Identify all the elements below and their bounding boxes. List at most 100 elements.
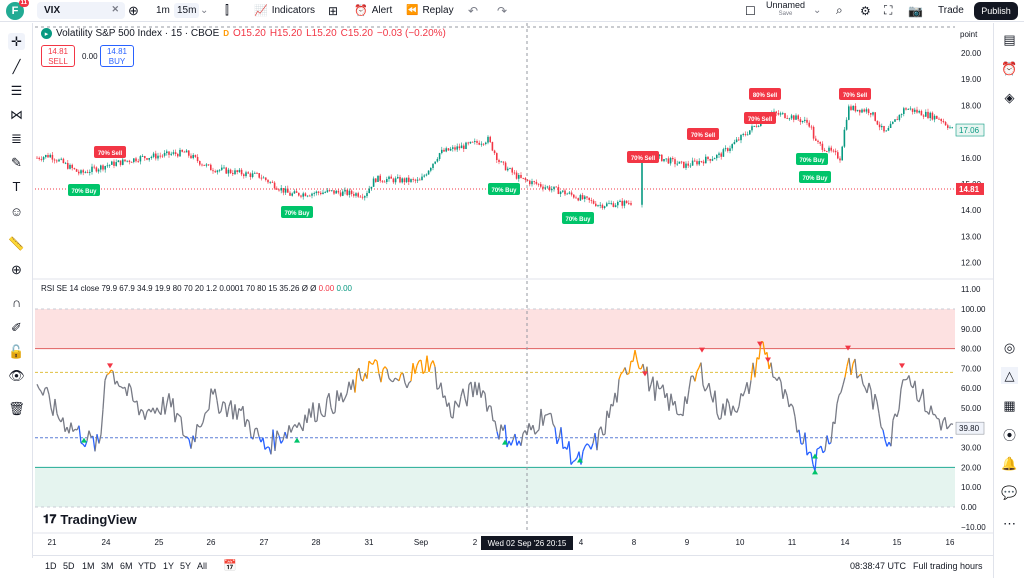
lock-icon[interactable]: 🔓 bbox=[8, 343, 25, 359]
candle-body bbox=[557, 187, 560, 195]
chevron-down-icon[interactable]: ⌄ bbox=[813, 5, 822, 16]
utc-clock[interactable]: 08:38:47 UTC bbox=[850, 561, 907, 571]
calendar-icon[interactable]: ▦ bbox=[1003, 397, 1016, 413]
rsi-segment bbox=[446, 402, 450, 407]
rsi-segment bbox=[814, 449, 818, 472]
text-icon[interactable]: T bbox=[12, 179, 21, 194]
redo-icon[interactable]: ↷ bbox=[497, 3, 508, 18]
session-selector[interactable]: Full trading hours bbox=[913, 561, 983, 571]
horizontal-lines-icon[interactable]: ☰ bbox=[10, 82, 23, 98]
brush-icon[interactable]: ✎ bbox=[11, 154, 22, 170]
range-ytd[interactable]: YTD bbox=[138, 561, 156, 571]
camera-icon[interactable]: 📷 bbox=[908, 3, 923, 18]
candle-body bbox=[863, 109, 865, 112]
candle-body bbox=[562, 190, 564, 192]
lock-drawing-icon[interactable]: ✐ bbox=[11, 319, 22, 335]
range-1m[interactable]: 1M bbox=[82, 561, 95, 571]
chat-icon[interactable]: 💬 bbox=[1001, 484, 1018, 500]
candle-body bbox=[273, 182, 276, 189]
range-5y[interactable]: 5Y bbox=[180, 561, 192, 571]
trash-icon[interactable]: 🗑 bbox=[8, 400, 25, 416]
fib-icon[interactable]: ≣ bbox=[11, 130, 22, 146]
compare-plus-icon[interactable]: ⊕ bbox=[128, 2, 139, 18]
alerts-clock-icon[interactable]: ⏰ bbox=[1001, 60, 1018, 76]
candle-body bbox=[331, 190, 333, 192]
trade-button[interactable]: Trade bbox=[938, 5, 964, 16]
sell-signal-text: 70% Sell bbox=[631, 156, 656, 162]
candle-body bbox=[608, 203, 610, 205]
candle-body bbox=[511, 168, 513, 173]
indicators-button[interactable]: 📈 Indicators bbox=[254, 0, 315, 21]
undo-icon[interactable]: ↶ bbox=[468, 3, 479, 18]
close-icon[interactable]: ✕ bbox=[111, 4, 119, 14]
range-6m[interactable]: 6M bbox=[120, 561, 133, 571]
range-5d[interactable]: 5D bbox=[63, 561, 75, 571]
rsi-segment bbox=[480, 390, 484, 398]
rsi-segment bbox=[896, 409, 900, 417]
user-avatar[interactable]: F 11 bbox=[6, 0, 29, 20]
rsi-tick-label: −10.00 bbox=[961, 523, 986, 532]
quick-search-icon[interactable]: ⌕ bbox=[836, 3, 843, 17]
rsi-segment bbox=[852, 358, 856, 364]
timeframe-15m[interactable]: 15m bbox=[174, 0, 200, 21]
candle-body bbox=[458, 146, 461, 149]
fullscreen-icon[interactable]: ⛶ bbox=[884, 3, 893, 17]
compass-icon[interactable]: ◎ bbox=[1003, 339, 1016, 355]
rsi-segment bbox=[578, 451, 582, 465]
broadcast-icon[interactable]: ⦿ bbox=[1002, 428, 1016, 443]
time-tick-label: 8 bbox=[632, 538, 637, 547]
buy-button[interactable]: 14.81 BUY bbox=[100, 45, 134, 67]
layers-icon[interactable]: ◈ bbox=[1004, 89, 1015, 105]
time-tick-label: 31 bbox=[365, 538, 374, 547]
candle-body bbox=[62, 158, 65, 164]
sell-signal-label: 70% Sell bbox=[627, 151, 659, 163]
triangle-icon[interactable]: △ bbox=[1001, 367, 1018, 384]
watchlist-icon[interactable]: ▤ bbox=[1003, 31, 1016, 47]
symbol-search[interactable]: VIX ✕ bbox=[37, 2, 125, 19]
rsi-sell-marker bbox=[845, 345, 851, 351]
time-tick-label: Sep bbox=[414, 538, 429, 547]
eye-icon[interactable]: 👁 bbox=[8, 367, 25, 383]
candle-body bbox=[720, 153, 722, 157]
more-icon[interactable]: ⋯ bbox=[1003, 515, 1016, 531]
rsi-segment bbox=[550, 413, 554, 425]
emoji-icon[interactable]: ☺ bbox=[9, 204, 24, 219]
layout-grid-icon[interactable]: ⊞ bbox=[328, 3, 339, 18]
range-all[interactable]: All bbox=[197, 561, 208, 571]
candle-body bbox=[951, 127, 953, 129]
magnet-icon[interactable]: ∩ bbox=[11, 295, 22, 310]
candle-type-icon[interactable]: ⫿ bbox=[225, 3, 229, 17]
ruler-icon[interactable]: 📏 bbox=[8, 235, 25, 251]
timeframe-1m[interactable]: 1m bbox=[156, 5, 170, 16]
replay-button[interactable]: ⏪ Replay bbox=[406, 0, 454, 21]
candle-body bbox=[366, 193, 368, 197]
rsi-segment bbox=[748, 380, 752, 395]
layout-square-icon[interactable]: ☐ bbox=[745, 3, 756, 18]
bell-icon[interactable]: 🔔 bbox=[1001, 455, 1018, 471]
candle-body bbox=[482, 143, 485, 145]
crosshair-icon[interactable]: ✛ bbox=[8, 33, 25, 50]
rsi-segment bbox=[342, 397, 346, 403]
rsi-segment bbox=[312, 402, 316, 422]
alert-button[interactable]: ⏰ Alert bbox=[354, 0, 392, 21]
pattern-icon[interactable]: ⋈ bbox=[10, 106, 23, 122]
settings-gear-icon[interactable]: ⚙ bbox=[860, 3, 871, 18]
sell-button[interactable]: 14.81 SELL bbox=[41, 45, 75, 67]
candle-body bbox=[276, 188, 278, 190]
rsi-segment bbox=[498, 424, 502, 440]
rsi-segment bbox=[88, 430, 92, 438]
layout-name-button[interactable]: Unnamed Save bbox=[766, 1, 805, 19]
chevron-down-icon[interactable]: ⌄ bbox=[200, 5, 209, 16]
range-1d[interactable]: 1D bbox=[45, 561, 57, 571]
range-3m[interactable]: 3M bbox=[101, 561, 114, 571]
candle-body bbox=[667, 158, 670, 164]
zoom-in-icon[interactable]: ⊕ bbox=[11, 261, 22, 277]
date-range-icon[interactable]: 📅 bbox=[223, 560, 237, 572]
range-1y[interactable]: 1Y bbox=[163, 561, 175, 571]
rsi-segment bbox=[762, 341, 766, 355]
publish-button[interactable]: Publish bbox=[974, 2, 1018, 20]
trend-line-icon[interactable]: ╱ bbox=[12, 58, 21, 74]
candle-body bbox=[47, 154, 49, 158]
candle-body bbox=[940, 119, 942, 122]
rsi-segment bbox=[948, 423, 952, 427]
